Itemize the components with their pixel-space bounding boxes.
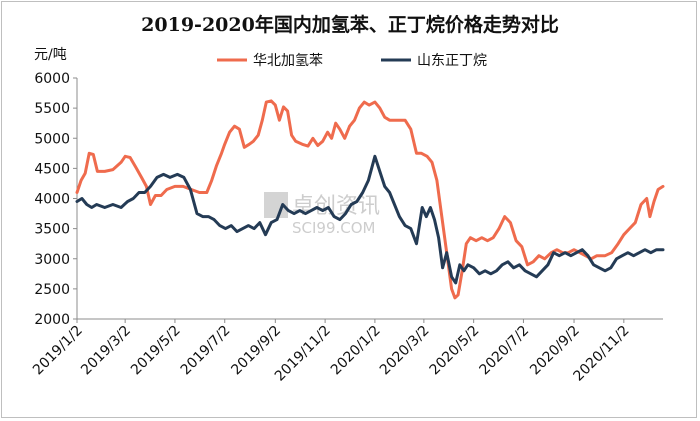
x-tick-label: 2020/3/2	[377, 323, 433, 379]
watermark: 卓创资讯 SCI99.COM	[264, 192, 380, 237]
y-tick-label: 3500	[34, 222, 70, 238]
chart-title: 2019-2020年国内加氢苯、正丁烷价格走势对比	[141, 14, 559, 36]
legend: 华北加氢苯 山东正丁烷	[217, 52, 487, 69]
y-axis-unit-label: 元/吨	[34, 47, 67, 63]
x-tick-label: 2019/3/2	[78, 323, 134, 379]
x-tick-label: 2019/1/2	[30, 323, 86, 379]
y-tick-label: 4500	[34, 161, 70, 177]
y-tick-label: 5500	[34, 101, 70, 117]
series-line-n-butane	[75, 154, 665, 285]
y-tick-label: 4000	[34, 192, 70, 208]
y-tick-label: 2500	[34, 282, 70, 298]
y-tick-label: 3000	[34, 252, 70, 268]
x-tick-label: 2020/7/2	[476, 323, 532, 379]
legend-label: 华北加氢苯	[253, 52, 323, 69]
series-line-hydrobenzene	[75, 99, 665, 300]
y-tick-label: 6000	[34, 71, 70, 87]
series-layer	[75, 99, 665, 300]
y-tick-label: 5000	[34, 131, 70, 147]
x-tick-label: 2019/7/2	[178, 323, 234, 379]
watermark-chinese-text: 卓创资讯	[292, 194, 380, 219]
legend-label: 山东正丁烷	[417, 53, 487, 69]
x-tick-label: 2019/5/2	[128, 323, 184, 379]
watermark-latin-text: SCI99.COM	[292, 219, 376, 237]
y-tick-label: 2000	[34, 312, 70, 328]
x-tick-label: 2020/5/2	[427, 323, 483, 379]
x-tick-label: 2020/1/2	[328, 323, 384, 379]
